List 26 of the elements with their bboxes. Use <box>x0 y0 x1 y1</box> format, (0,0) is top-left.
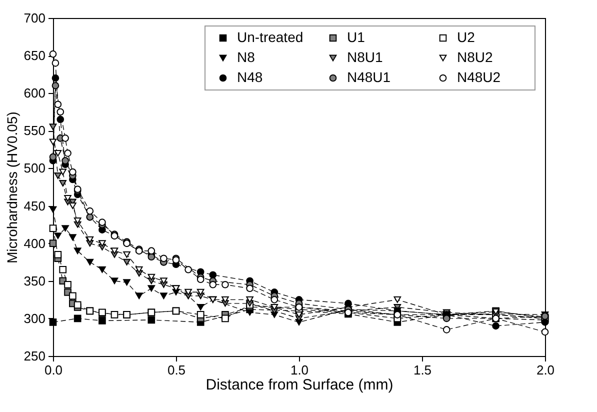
y-tick-label: 550 <box>24 123 46 138</box>
x-tick-label: 0.5 <box>167 362 186 378</box>
x-tick-label: 1.0 <box>290 362 309 378</box>
x-tick-label: 0.0 <box>44 362 63 378</box>
y-tick-label: 700 <box>24 10 46 26</box>
y-tick-label: 600 <box>24 86 46 101</box>
y-tick-label: 250 <box>24 348 46 364</box>
y-axis-title: Microhardness (HV0.05) <box>4 112 20 264</box>
legend-label: N48U2 <box>457 69 501 85</box>
legend-label: N8U2 <box>457 49 494 65</box>
legend-label: U2 <box>457 29 476 45</box>
legend-label: U1 <box>347 29 366 45</box>
legend-label: N48U1 <box>347 69 391 85</box>
x-tick-label: 1.5 <box>413 362 432 378</box>
legend-label: N8U1 <box>347 49 384 65</box>
y-tick-label: 350 <box>24 273 46 288</box>
y-tick-label: 400 <box>24 236 46 251</box>
x-tick-label: 2.0 <box>536 362 555 378</box>
legend-label: N8 <box>237 49 256 65</box>
y-tick-label: 650 <box>24 48 46 64</box>
legend-label: Un-treated <box>237 29 304 45</box>
y-tick-label: 450 <box>24 198 46 214</box>
legend-label: N48 <box>237 69 263 85</box>
y-tick-label: 300 <box>24 310 46 326</box>
y-tick-label: 500 <box>24 160 46 176</box>
x-axis-title: Distance from Surface (mm) <box>206 376 394 394</box>
